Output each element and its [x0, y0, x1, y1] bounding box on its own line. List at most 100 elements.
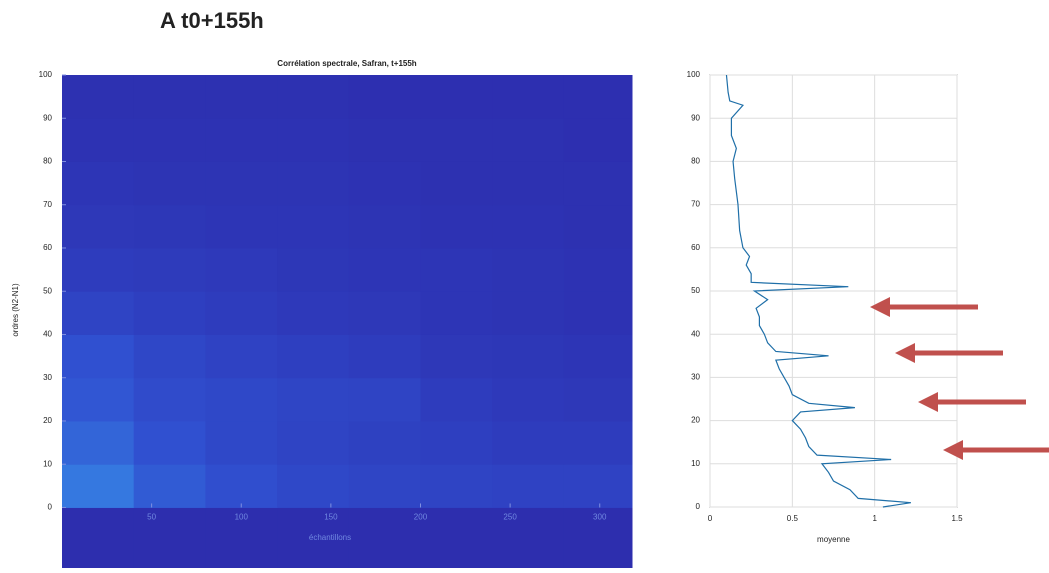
heatmap-cell [492, 334, 565, 379]
heatmap-cell [205, 291, 278, 335]
heatmap-cell [133, 334, 206, 379]
heatmap-cell [420, 420, 493, 465]
heatmap-cell [205, 247, 278, 292]
heatmap-cell [563, 247, 633, 292]
y-tick-label: 80 [43, 157, 52, 166]
heatmap-cell [133, 247, 206, 292]
y-tick-label: 100 [687, 70, 701, 79]
heatmap-cell [133, 161, 206, 206]
heatmap-cell [563, 420, 633, 465]
y-tick-label: 90 [691, 113, 700, 122]
y-tick-label: 0 [48, 503, 53, 512]
x-tick-label: 200 [414, 513, 428, 522]
heatmap-cell [133, 204, 206, 249]
heatmap-cell [62, 377, 135, 422]
x-tick-label: 50 [147, 513, 156, 522]
x-tick-label: 250 [503, 513, 517, 522]
y-tick-label: 50 [691, 286, 700, 295]
y-tick-label: 30 [43, 373, 52, 382]
heatmap-cell [492, 75, 565, 119]
heatmap-cell [492, 464, 565, 508]
heatmap-cell [133, 377, 206, 422]
heatmap-cell [62, 161, 135, 206]
heatmap-cell [492, 118, 565, 162]
heatmap-cell [62, 291, 135, 335]
y-tick-label: 0 [696, 502, 701, 511]
heatmap-cell [420, 75, 493, 119]
heatmap-cell [62, 247, 135, 292]
heatmap-cell [133, 291, 206, 335]
heatmap-cell [277, 118, 350, 162]
heatmap-cell [62, 118, 135, 162]
heatmap-cell [277, 291, 350, 335]
heatmap-cell [420, 377, 493, 422]
heatmap-cell [348, 334, 421, 379]
y-tick-label: 20 [691, 416, 700, 425]
heatmap-cell [563, 334, 633, 379]
y-tick-label: 30 [691, 373, 700, 382]
heatmap-cell [277, 377, 350, 422]
heatmap-cell [348, 291, 421, 335]
heatmap-cell [563, 507, 633, 569]
heatmap-cell [420, 291, 493, 335]
heatmap-cell [348, 161, 421, 206]
y-tick-label: 40 [691, 329, 700, 338]
heatmap-cell [205, 507, 278, 569]
panel-label: A t0+155h [160, 8, 264, 33]
x-axis-label: moyenne [817, 535, 850, 544]
heatmap-cell [205, 161, 278, 206]
heatmap-cell [277, 75, 350, 119]
heatmap-cell [492, 507, 565, 569]
y-tick-label: 80 [691, 157, 700, 166]
heatmap-cell [205, 464, 278, 508]
heatmap-cell [492, 377, 565, 422]
heatmap-cell [205, 420, 278, 465]
heatmap-cell [348, 204, 421, 249]
heatmap-cell [133, 118, 206, 162]
y-tick-label: 60 [691, 243, 700, 252]
heatmap-cell [277, 204, 350, 249]
y-axis-label: ordres (N2-N1) [11, 283, 20, 337]
heatmap-cell [277, 161, 350, 206]
heatmap-cell [420, 247, 493, 292]
y-tick-label: 40 [43, 330, 52, 339]
heatmap-cell [563, 464, 633, 508]
heatmap-cell [133, 464, 206, 508]
heatmap-cell [492, 161, 565, 206]
x-tick-label: 0.5 [787, 514, 799, 523]
y-tick-label: 50 [43, 286, 52, 295]
x-tick-label: 1 [872, 514, 877, 523]
heatmap-cell [563, 204, 633, 249]
heatmap-cell [563, 161, 633, 206]
heatmap-cell [133, 507, 206, 569]
heatmap-cell [277, 420, 350, 465]
x-tick-label: 150 [324, 513, 338, 522]
heatmap-cell [348, 507, 421, 569]
heatmap-cell [205, 377, 278, 422]
heatmap-cell [205, 334, 278, 379]
heatmap-cell [62, 75, 135, 119]
heatmap-cell [205, 204, 278, 249]
data-line [725, 74, 911, 508]
heatmap-cell [492, 420, 565, 465]
heatmap-cell [348, 247, 421, 292]
y-tick-label: 70 [691, 200, 700, 209]
heatmap-cell [420, 118, 493, 162]
y-tick-label: 100 [39, 70, 53, 79]
heatmap-cell [205, 118, 278, 162]
heatmap-cell [420, 334, 493, 379]
y-tick-label: 10 [691, 459, 700, 468]
heatmap-cell [62, 204, 135, 249]
heatmap-cell [133, 420, 206, 465]
heatmap-cell [492, 204, 565, 249]
heatmap-cell [348, 464, 421, 508]
heatmap-cell [348, 377, 421, 422]
heatmap-cell [420, 464, 493, 508]
heatmap-cell [133, 75, 206, 119]
heatmap-cell [62, 334, 135, 379]
heatmap-cell [420, 204, 493, 249]
heatmap-cell [277, 507, 350, 569]
y-tick-label: 90 [43, 113, 52, 122]
x-tick-label: 0 [708, 514, 713, 523]
heatmap-cell [205, 75, 278, 119]
